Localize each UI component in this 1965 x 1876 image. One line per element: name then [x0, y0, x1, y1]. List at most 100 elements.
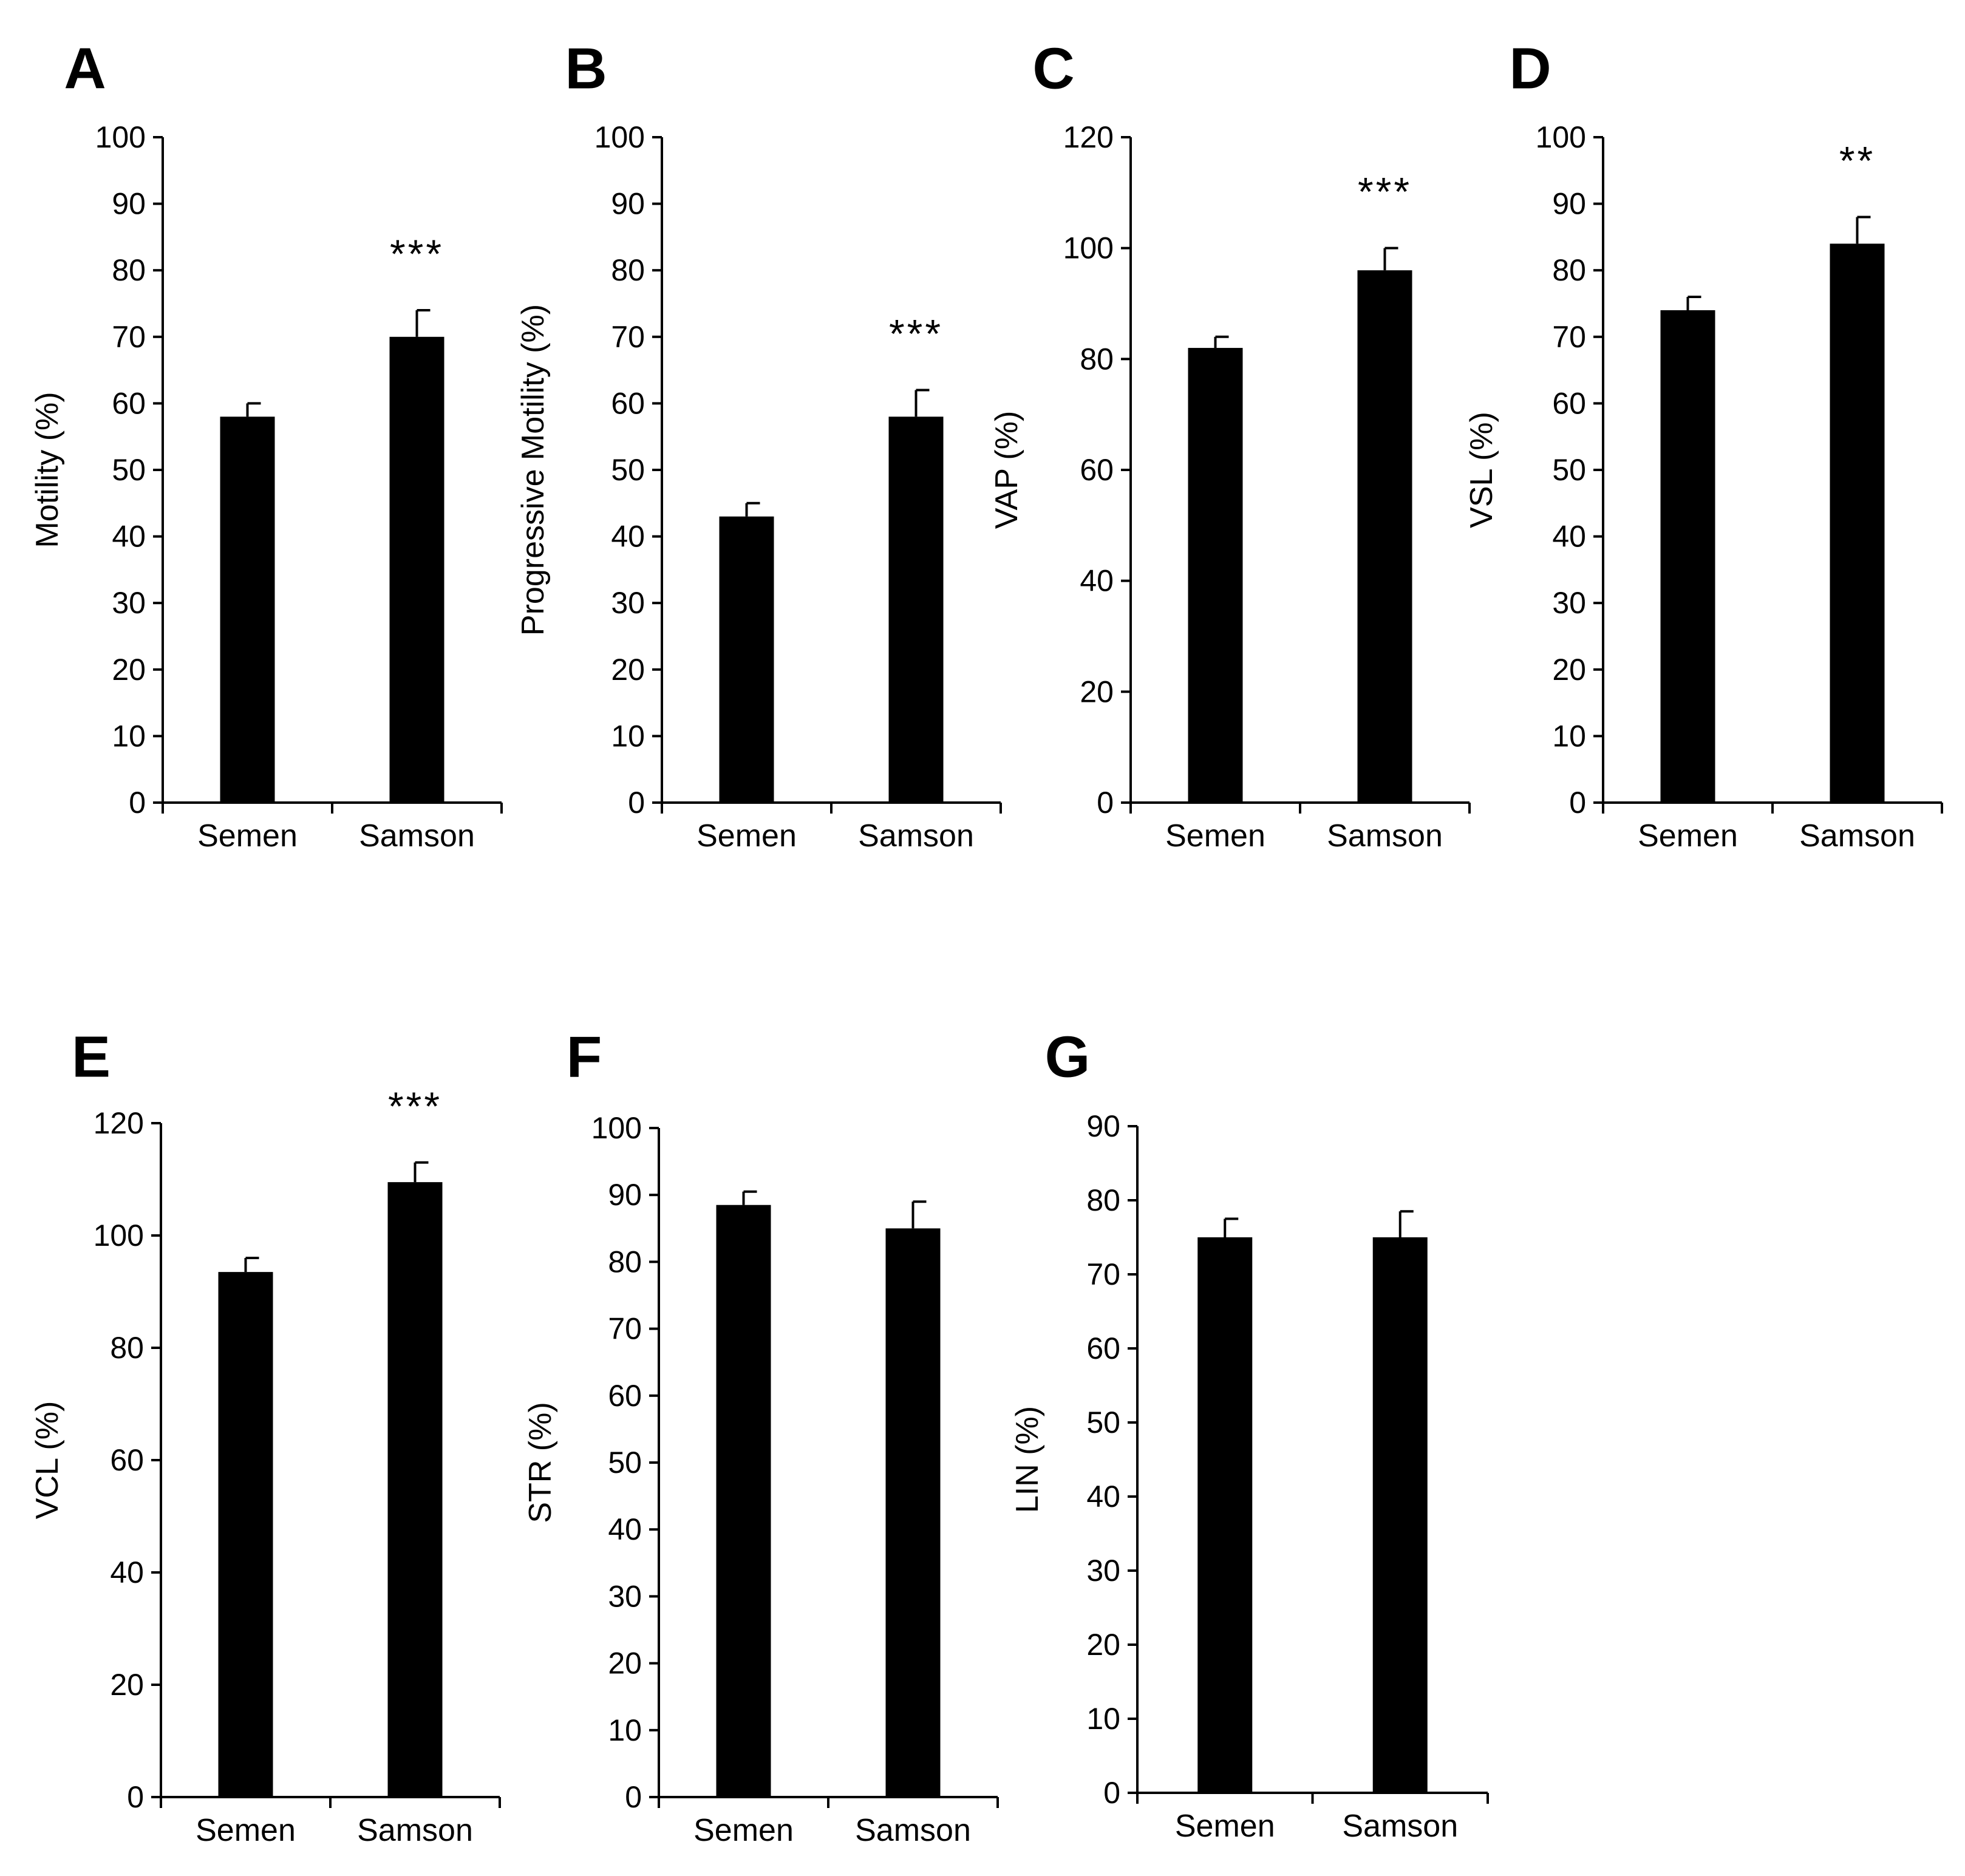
bar-semen: [1188, 348, 1243, 803]
y-tick-label: 10: [611, 719, 645, 753]
y-tick-label: 50: [112, 453, 146, 487]
y-tick-label: 100: [594, 120, 645, 154]
y-tick-label: 70: [608, 1312, 642, 1346]
panel-d: D 0 10 20 30 40 50 60 70 80 90 100 Semen Samson ** VSL …: [1464, 36, 1943, 854]
category-label: Semen: [1175, 1809, 1275, 1844]
y-tick-label: 10: [608, 1713, 642, 1747]
panel-c: C 0 20 40 60 80 100 120 Semen Samson *** VAP (%): [989, 36, 1471, 854]
y-tick-label: 60: [1552, 386, 1586, 420]
significance-label: ***: [390, 231, 444, 276]
y-axis-title: VCL (%): [30, 1401, 65, 1520]
bar-samson: [387, 1182, 443, 1797]
y-tick-label: 10: [1552, 719, 1586, 753]
y-tick-label: 60: [110, 1443, 144, 1477]
category-label: Semen: [197, 818, 298, 854]
bar-samson: [1372, 1237, 1428, 1793]
y-tick-label: 80: [110, 1331, 144, 1365]
significance-label: **: [1839, 138, 1875, 183]
y-tick-label: 40: [611, 520, 645, 554]
y-axis-title: VSL (%): [1464, 412, 1499, 528]
y-tick-label: 20: [611, 653, 645, 687]
panel-letter: E: [72, 1024, 111, 1089]
panel-a: A 0 10 20 30 40 50 60 70 80 90 100 Semen Samson *** Mot…: [30, 36, 503, 854]
bar-samson: [885, 1228, 941, 1797]
y-tick-label: 50: [611, 453, 645, 487]
y-tick-label: 70: [112, 320, 146, 354]
y-tick-label: 30: [1086, 1554, 1120, 1588]
panel-letter: B: [565, 36, 607, 101]
y-tick-label: 40: [1552, 520, 1586, 554]
significance-label: ***: [388, 1084, 442, 1129]
y-tick-label: 60: [1086, 1331, 1120, 1365]
panel-letter: D: [1509, 36, 1551, 101]
category-label: Semen: [1165, 818, 1265, 854]
bar-samson: [888, 416, 944, 803]
significance-label: ***: [889, 311, 943, 356]
y-axis-title: Progressive Motility (%): [516, 304, 551, 636]
panel-letter: F: [567, 1024, 602, 1089]
category-label: Samson: [855, 1813, 971, 1848]
y-tick-label: 20: [1080, 675, 1114, 709]
y-tick-label: 40: [608, 1512, 642, 1546]
category-label: Samson: [1327, 818, 1443, 854]
y-tick-label: 0: [1103, 1776, 1120, 1810]
y-tick-label: 50: [608, 1446, 642, 1480]
panel-g: G 0 10 20 30 40 50 60 70 80 90 Semen Samson LIN (%): [1010, 1024, 1489, 1844]
y-tick-label: 60: [1080, 453, 1114, 487]
panel-letter: G: [1045, 1024, 1091, 1089]
bar-semen: [716, 1205, 771, 1797]
y-tick-label: 50: [1086, 1405, 1120, 1439]
category-label: Samson: [1799, 818, 1915, 854]
y-tick-label: 80: [112, 253, 146, 287]
y-tick-label: 20: [112, 653, 146, 687]
category-label: Samson: [357, 1813, 473, 1848]
y-tick-label: 0: [1097, 786, 1114, 820]
y-tick-label: 20: [110, 1668, 144, 1702]
y-tick-label: 0: [1569, 786, 1586, 820]
y-tick-label: 120: [94, 1106, 144, 1140]
panel-f: F 0 10 20 30 40 50 60 70 80 90 100 Semen Samson STR (%…: [523, 1024, 999, 1848]
category-label: Semen: [196, 1813, 296, 1848]
y-tick-label: 0: [129, 786, 146, 820]
y-tick-label: 80: [1552, 253, 1586, 287]
y-axis-title: VAP (%): [989, 411, 1024, 529]
y-tick-label: 30: [1552, 586, 1586, 620]
y-tick-label: 40: [112, 520, 146, 554]
y-tick-label: 40: [110, 1555, 144, 1589]
y-tick-label: 100: [95, 120, 146, 154]
y-tick-label: 60: [112, 386, 146, 420]
y-tick-label: 80: [611, 253, 645, 287]
category-label: Samson: [359, 818, 475, 854]
y-tick-label: 100: [94, 1218, 144, 1252]
y-axis-title: LIN (%): [1010, 1406, 1045, 1513]
y-tick-label: 0: [625, 1780, 642, 1814]
bar-semen: [218, 1272, 273, 1797]
bar-samson: [389, 336, 444, 803]
bar-semen: [1660, 310, 1715, 803]
y-tick-label: 90: [1552, 187, 1586, 221]
y-tick-label: 100: [1536, 120, 1586, 154]
y-tick-label: 20: [1552, 653, 1586, 687]
y-tick-label: 80: [1080, 342, 1114, 376]
y-tick-label: 60: [608, 1379, 642, 1413]
category-label: Samson: [1342, 1809, 1458, 1844]
bar-semen: [220, 416, 275, 803]
y-tick-label: 40: [1086, 1480, 1120, 1514]
y-tick-label: 120: [1063, 120, 1114, 154]
category-label: Semen: [693, 1813, 794, 1848]
bar-semen: [719, 516, 774, 803]
y-tick-label: 70: [1552, 320, 1586, 354]
bar-samson: [1830, 243, 1885, 803]
category-label: Semen: [1638, 818, 1738, 854]
y-tick-label: 80: [1086, 1183, 1120, 1217]
y-tick-label: 90: [112, 187, 146, 221]
y-axis-title: STR (%): [523, 1402, 558, 1523]
y-tick-label: 70: [611, 320, 645, 354]
y-tick-label: 10: [112, 719, 146, 753]
y-tick-label: 30: [611, 586, 645, 620]
y-tick-label: 40: [1080, 564, 1114, 598]
y-tick-label: 60: [611, 386, 645, 420]
y-tick-label: 0: [127, 1780, 144, 1814]
y-tick-label: 30: [112, 586, 146, 620]
